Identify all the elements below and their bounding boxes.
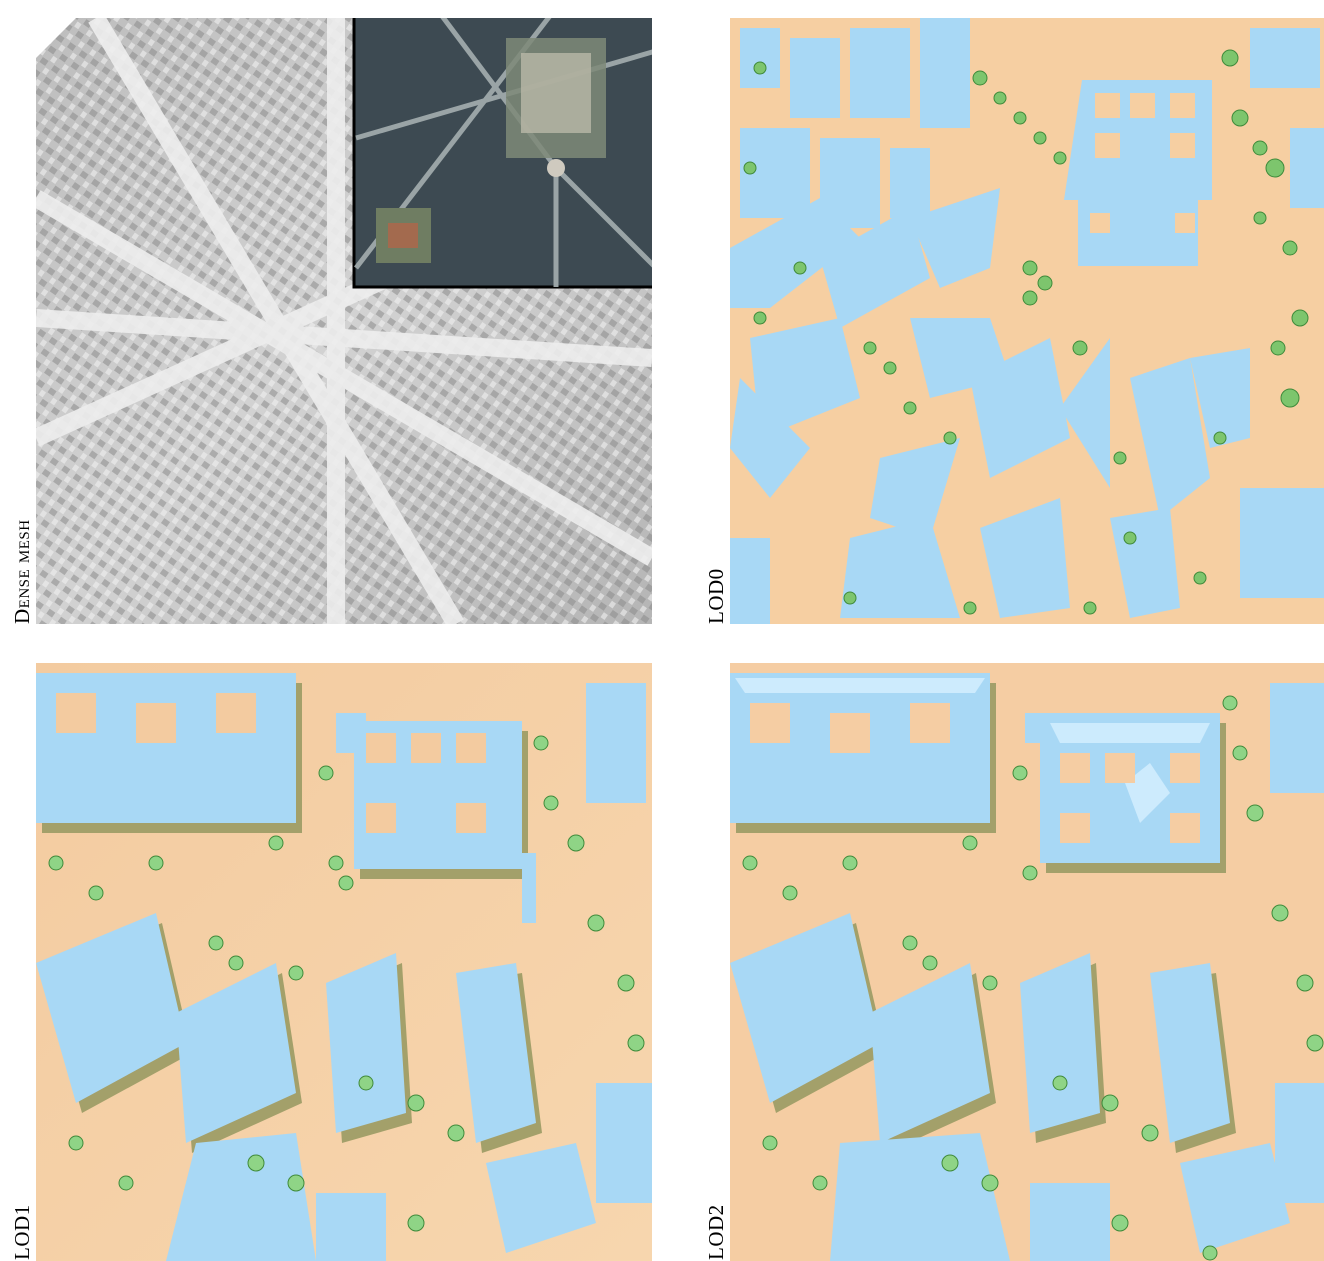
lod0-trees: [743, 49, 1309, 615]
lod2-trees: [742, 695, 1324, 1261]
lod1-trees: [48, 735, 645, 1232]
dense-mesh-label-text: Dense mesh: [10, 519, 34, 624]
lod1-buildings: [36, 673, 652, 1261]
lod2-label-text: LOD2: [704, 1204, 728, 1260]
lod1-render: [36, 663, 652, 1261]
dense-mesh-panel: [36, 18, 652, 624]
lod2-panel: [730, 663, 1324, 1261]
lod0-buildings: [730, 18, 1324, 624]
lod1-label-text: LOD1: [10, 1204, 34, 1260]
lod0-panel: [730, 18, 1324, 624]
lod0-render: [730, 18, 1324, 624]
dense-mesh-render: [36, 18, 652, 624]
lod1-panel: [36, 663, 652, 1261]
aerial-photo-inset: [352, 18, 652, 289]
lod2-render: [730, 663, 1324, 1261]
lod0-label-text: LOD0: [704, 568, 728, 624]
lod2-buildings: [730, 673, 1324, 1261]
